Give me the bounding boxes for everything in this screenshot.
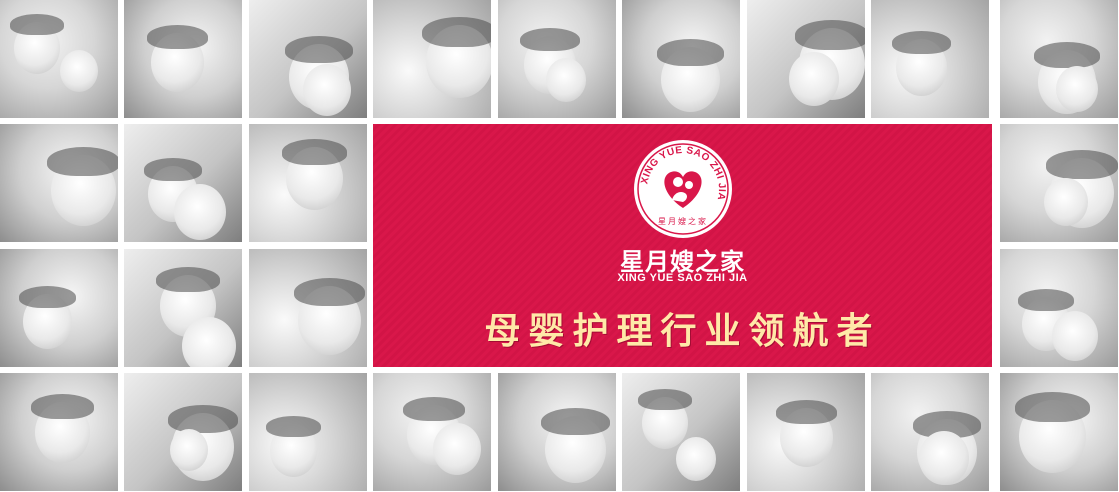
mother-and-baby-photo	[124, 0, 242, 118]
baby-with-mother-photo	[498, 373, 616, 491]
baby-with-mother-photo	[1000, 373, 1118, 491]
smiling-baby-closeup-photo	[747, 0, 865, 118]
father-and-baby-photo	[249, 0, 367, 118]
baby-portrait-photo	[1000, 0, 1118, 118]
mother-and-baby-photo	[0, 373, 118, 491]
mother-and-toddler-photo	[622, 0, 740, 118]
smiling-baby-lying-photo	[373, 0, 491, 118]
baby-and-adult-photo	[622, 373, 740, 491]
mother-and-baby-photo	[0, 249, 118, 367]
baby-with-mother-photo	[373, 373, 491, 491]
mother-and-baby-photo	[1000, 249, 1118, 367]
brand-name-en: XING YUE SAO ZHI JIA	[617, 272, 748, 284]
brand-logo: XING YUE SAO ZHI JIA 星月嫂之家	[632, 138, 734, 240]
laughing-baby-photo	[871, 373, 989, 491]
mother-and-baby-photo	[249, 249, 367, 367]
mother-kissing-baby-photo	[0, 0, 118, 118]
brand-slogan: 母婴护理行业领航者	[484, 311, 881, 352]
mother-and-baby-photo	[124, 373, 242, 491]
laughing-baby-photo	[0, 124, 118, 242]
mother-and-baby-photo	[124, 249, 242, 367]
brand-banner: XING YUE SAO ZHI JIA 星月嫂之家 星月嫂之家 XING YU…	[373, 124, 992, 367]
brand-name-cn: 星月嫂之家	[620, 248, 745, 276]
heart-family-icon: XING YUE SAO ZHI JIA 星月嫂之家	[633, 140, 732, 238]
toddler-girl-photo	[249, 373, 367, 491]
father-and-baby-photo	[747, 373, 865, 491]
mother-and-baby-photo	[871, 0, 989, 118]
logo-inner-text: 星月嫂之家	[658, 216, 708, 226]
father-and-baby-photo	[124, 124, 242, 242]
mother-nursing-baby-photo	[1000, 124, 1118, 242]
mother-and-baby-photo	[498, 0, 616, 118]
mother-kissing-baby-photo	[249, 124, 367, 242]
